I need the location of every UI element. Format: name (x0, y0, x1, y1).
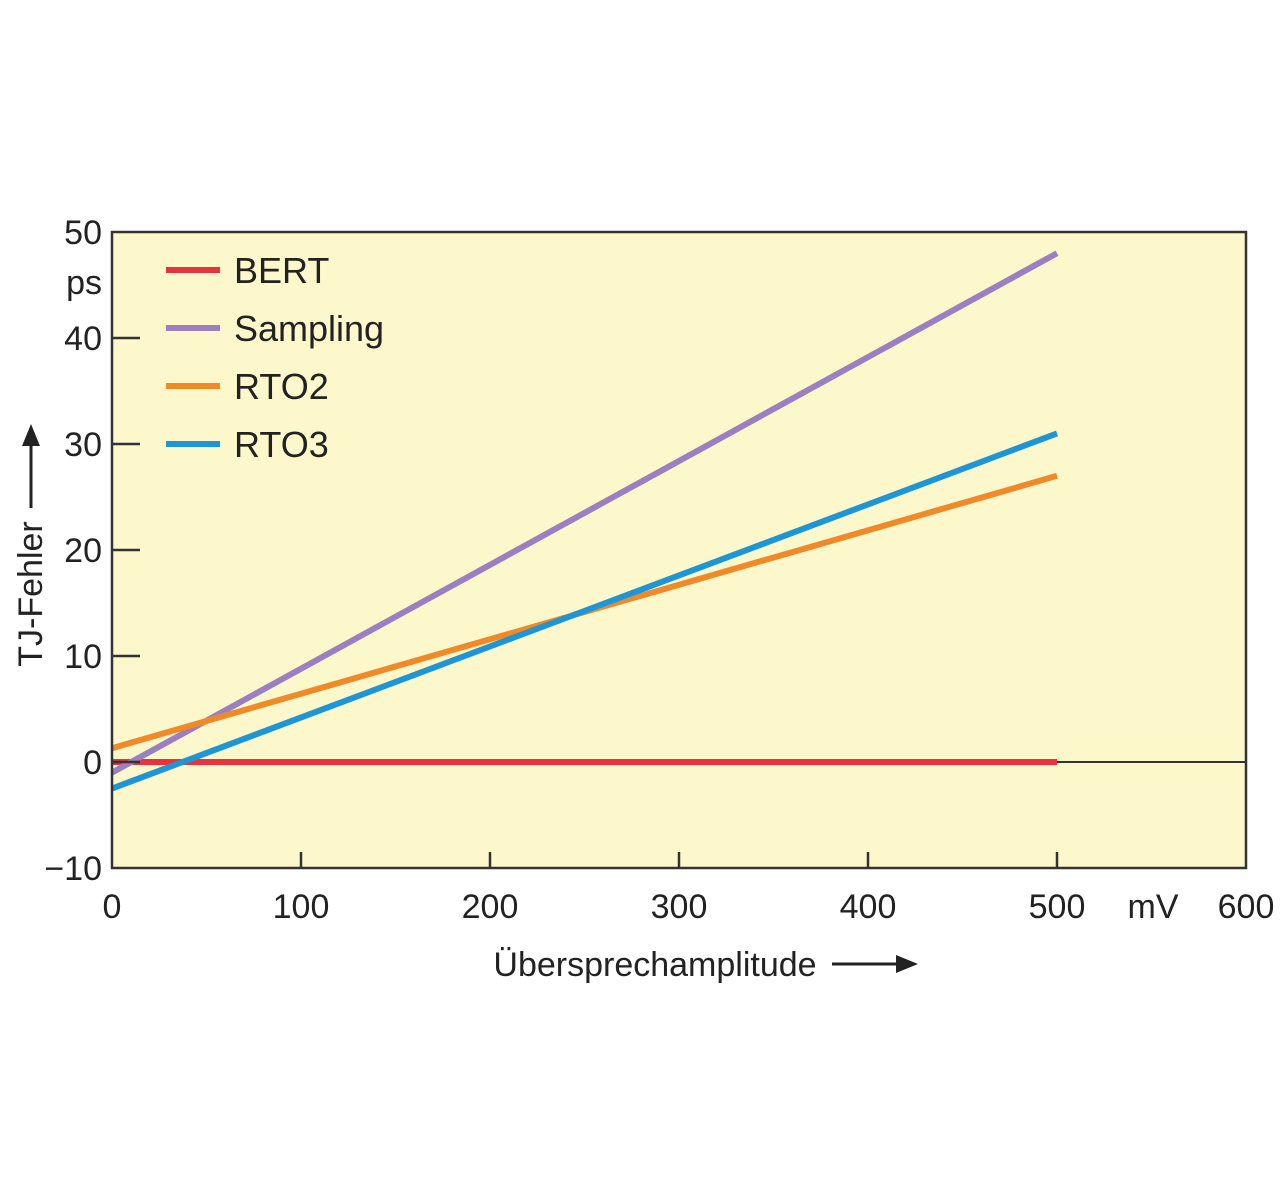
series-layer (110, 250, 1059, 792)
x-axis-title: Übersprechamplitude (493, 946, 816, 984)
series-line-sampling (110, 250, 1059, 776)
x-tick-label: 200 (462, 888, 519, 926)
x-tick-label: 300 (651, 888, 708, 926)
legend-label-bert: BERT (234, 250, 329, 291)
x-tick-label: 100 (273, 888, 330, 926)
y-tick-label: 40 (64, 320, 102, 358)
y-axis-title: TJ-Fehler (12, 521, 50, 666)
legend-label-sampling: Sampling (234, 308, 384, 349)
y-axis-arrow-icon (22, 424, 40, 446)
x-tick-label: 400 (840, 888, 897, 926)
x-unit-label: mV (1128, 888, 1179, 926)
legend-label-rto3: RTO3 (234, 424, 329, 465)
legend-label-rto2: RTO2 (234, 366, 329, 407)
y-tick-label: 20 (64, 532, 102, 570)
y-tick-label: 30 (64, 426, 102, 464)
x-tick-label: 0 (103, 888, 122, 926)
y-axis-title-group: TJ-Fehler (12, 521, 50, 666)
y-tick-label: 0 (83, 744, 102, 782)
legend: BERT Sampling RTO2 RTO3 (166, 250, 384, 465)
x-tick-label: 500 (1029, 888, 1086, 926)
y-tick-label: 10 (64, 638, 102, 676)
y-tick-label: −10 (44, 850, 102, 888)
x-tick-label: 600 (1218, 888, 1275, 926)
series-line-rto3 (110, 430, 1059, 792)
y-tick-label: 50 (64, 214, 102, 252)
y-unit-label: ps (66, 264, 102, 302)
x-axis-arrow-icon (896, 955, 918, 973)
